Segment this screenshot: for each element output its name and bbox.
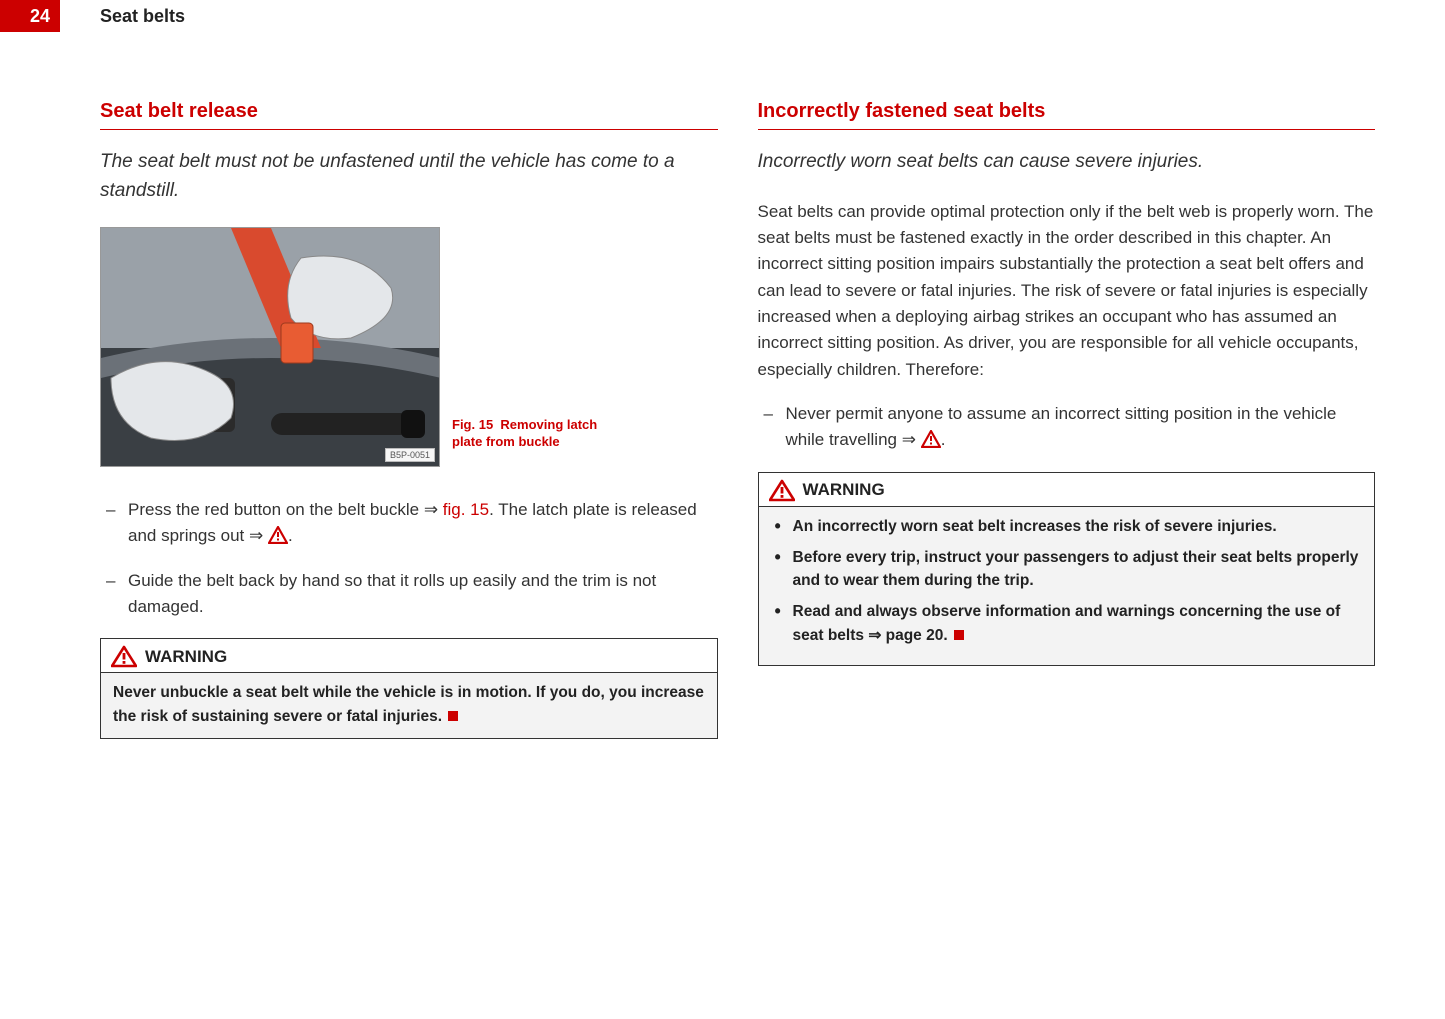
warning-label: WARNING: [145, 647, 227, 667]
end-square-icon: [448, 711, 458, 721]
warning-triangle-icon: [769, 479, 795, 502]
arrow-icon: ⇒: [424, 500, 443, 519]
right-bullet-b: .: [941, 430, 946, 449]
figure-id-tag: B5P-0051: [385, 448, 435, 462]
intro-left: The seat belt must not be unfastened unt…: [100, 148, 718, 205]
figure-illustration: B5P-0051: [100, 227, 440, 467]
page-number: 24: [30, 6, 50, 27]
left-column: Seat belt release The seat belt must not…: [100, 100, 718, 739]
section-heading-right: Incorrectly fastened seat belts: [758, 100, 1376, 130]
warning-body-right: An incorrectly worn seat belt increases …: [759, 507, 1375, 665]
arrow-icon: ⇒: [249, 526, 268, 545]
step1-figref: fig. 15: [443, 500, 489, 519]
warning-item-2: Before every trip, instruct your passeng…: [771, 546, 1363, 593]
step-2: Guide the belt back by hand so that it r…: [128, 568, 718, 621]
arrow-icon: ⇒: [868, 627, 885, 644]
right-bullet-1: Never permit anyone to assume an incorre…: [786, 401, 1376, 454]
warning-label-right: WARNING: [803, 480, 885, 500]
step-1: Press the red button on the belt buckle …: [128, 497, 718, 550]
warning-header-right: WARNING: [759, 473, 1375, 507]
arrow-icon: ⇒: [902, 430, 921, 449]
w3-ref: page 20: [886, 627, 944, 644]
seatbelt-release-illustration: [101, 228, 440, 467]
right-bullet-a: Never permit anyone to assume an incorre…: [786, 404, 1337, 449]
warning-text-left: Never unbuckle a seat belt while the veh…: [113, 684, 704, 724]
figure-caption: Fig. 15 Removing latch plate from buckle: [452, 417, 612, 451]
paragraph-right: Seat belts can provide optimal protectio…: [758, 199, 1376, 383]
warning-item-3: Read and always observe information and …: [771, 600, 1363, 647]
step1-text-a: Press the red button on the belt buckle: [128, 500, 424, 519]
warning-triangle-icon: [921, 430, 941, 448]
figure-row: B5P-0051 Fig. 15 Removing latch plate fr…: [100, 227, 718, 467]
warning-list-right: An incorrectly worn seat belt increases …: [771, 515, 1363, 647]
intro-right: Incorrectly worn seat belts can cause se…: [758, 148, 1376, 177]
page-body: Seat belt release The seat belt must not…: [100, 100, 1375, 739]
section-heading-left: Seat belt release: [100, 100, 718, 130]
warning-box-right: WARNING An incorrectly worn seat belt in…: [758, 472, 1376, 666]
steps-list: Press the red button on the belt buckle …: [100, 497, 718, 620]
end-square-icon: [954, 630, 964, 640]
w3-b: .: [943, 627, 947, 644]
warning-header: WARNING: [101, 639, 717, 673]
warning-item-1: An incorrectly worn seat belt increases …: [771, 515, 1363, 538]
page-number-box: 24: [0, 0, 60, 32]
figure-caption-prefix: Fig. 15: [452, 417, 493, 432]
warning-body-left: Never unbuckle a seat belt while the veh…: [101, 673, 717, 738]
warning-box-left: WARNING Never unbuckle a seat belt while…: [100, 638, 718, 739]
header-title: Seat belts: [100, 6, 185, 27]
warning-triangle-icon: [111, 645, 137, 668]
step1-text-c: .: [288, 526, 293, 545]
page-header: 24 Seat belts: [0, 0, 185, 32]
warning-triangle-icon: [268, 526, 288, 544]
right-bullet-list: Never permit anyone to assume an incorre…: [758, 401, 1376, 454]
right-column: Incorrectly fastened seat belts Incorrec…: [758, 100, 1376, 739]
